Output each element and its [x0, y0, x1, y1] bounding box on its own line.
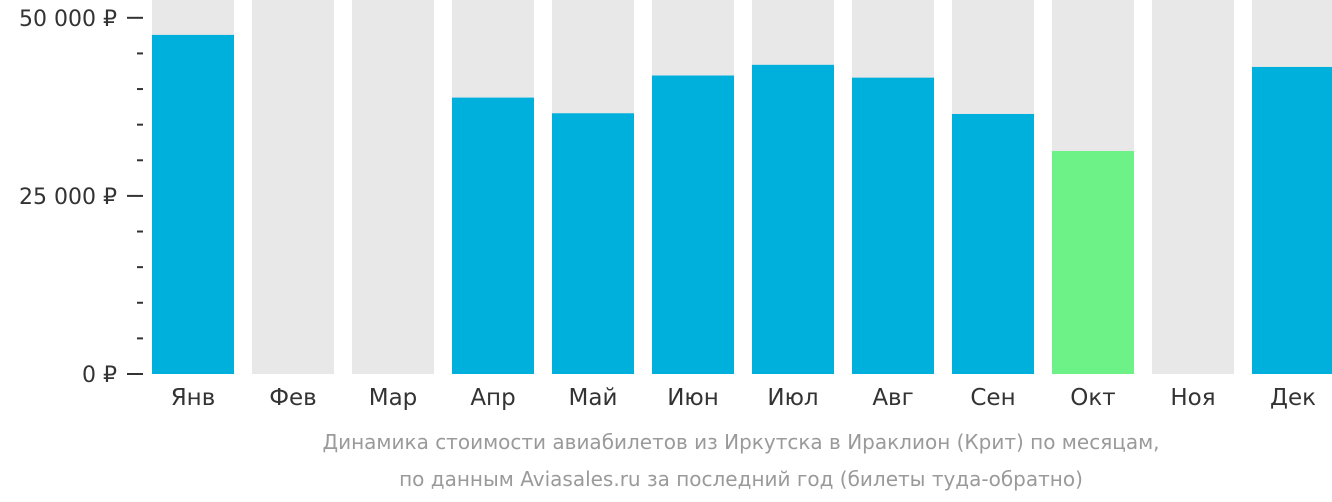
x-tick-label: Ноя — [1170, 385, 1215, 411]
x-tick-label: Авг — [872, 385, 913, 411]
bar-9 — [952, 113, 1034, 374]
bar-6 — [652, 75, 734, 374]
y-tick-label: 50 000 ₽ — [19, 7, 117, 32]
bar-background-3 — [352, 0, 434, 374]
x-tick-label: Май — [569, 385, 618, 411]
bar-1 — [152, 34, 234, 374]
y-axis: 50 000 ₽ 25 000 ₽ 0 ₽ — [19, 7, 143, 388]
bars — [152, 34, 1332, 375]
bar-background-11 — [1152, 0, 1234, 374]
bar-10 — [1052, 151, 1134, 374]
x-tick-label: Апр — [470, 385, 515, 411]
x-tick-label: Июн — [667, 385, 719, 411]
bar-5 — [552, 113, 634, 375]
x-tick-labels: Янв Фев Мар Апр Май Июн Июл Авг Сен Окт Ноя Дек — [171, 385, 1316, 411]
x-tick-label: Июл — [767, 385, 818, 411]
x-tick-label: Сен — [970, 385, 1015, 411]
chart-caption-line-2: по данным Aviasales.ru за последний год … — [399, 467, 1083, 491]
bar-12 — [1252, 66, 1332, 374]
x-tick-label: Янв — [171, 385, 216, 411]
x-tick-label: Окт — [1070, 385, 1115, 411]
x-tick-label: Фев — [269, 385, 317, 411]
bar-background-2 — [252, 0, 334, 374]
x-tick-label: Мар — [369, 385, 418, 411]
y-tick-label: 0 ₽ — [82, 363, 117, 388]
bar-7 — [752, 64, 834, 375]
bar-8 — [852, 77, 934, 374]
bar-4 — [452, 97, 534, 374]
bar-backgrounds — [152, 0, 1332, 374]
x-tick-label: Дек — [1270, 385, 1316, 411]
chart-caption-line-1: Динамика стоимости авиабилетов из Иркутс… — [322, 430, 1160, 454]
y-tick-label: 25 000 ₽ — [19, 185, 117, 210]
